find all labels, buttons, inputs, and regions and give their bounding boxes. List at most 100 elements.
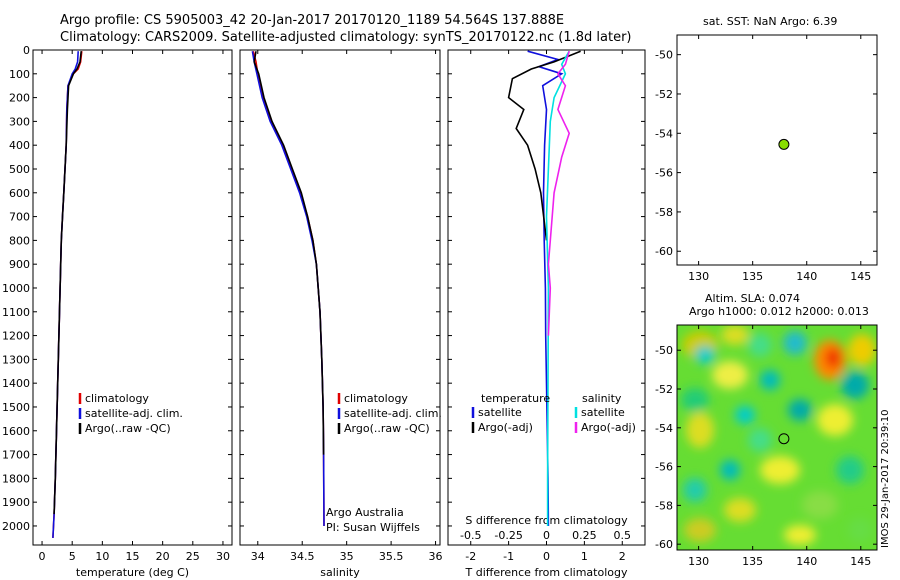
figure-title-line1: Argo profile: CS 5905003_42 20-Jan-2017 … <box>60 13 565 28</box>
y-tick-label: 1100 <box>2 306 30 319</box>
y-tick-label: -50 <box>655 344 673 357</box>
x-tick-label: 20 <box>156 550 170 563</box>
secondary-tick-label: -0.25 <box>494 529 522 542</box>
panel-frame-2 <box>239 49 441 546</box>
x-tick-label: 145 <box>850 555 871 568</box>
x-tick-label: 130 <box>688 555 709 568</box>
x-tick-label: 135 <box>742 270 763 283</box>
series-line-salinity-satellite <box>545 50 570 526</box>
sst-map-title: sat. SST: NaN Argo: 6.39 <box>703 15 838 28</box>
y-tick-label: -60 <box>655 538 673 551</box>
y-tick-label: 300 <box>9 115 30 128</box>
x-tick-label: 0 <box>39 550 46 563</box>
secondary-tick-label: -0.5 <box>460 529 481 542</box>
series-line-salinity-argo-adj- <box>547 50 571 336</box>
x-tick-label: -2 <box>465 550 476 563</box>
secondary-tick-label: 0.5 <box>614 529 632 542</box>
y-tick-label: 1900 <box>2 496 30 509</box>
panel-2-series <box>251 51 325 527</box>
x-tick-label: 135 <box>742 555 763 568</box>
sla-map-title-2: Argo h1000: 0.012 h2000: 0.013 <box>689 305 869 318</box>
panel-frame-4 <box>676 34 878 266</box>
x-tick-label: 130 <box>688 270 709 283</box>
pi-name: PI: Susan Wijffels <box>326 521 420 534</box>
x-tick-label: 15 <box>126 550 140 563</box>
series-line-satellite-adj-clim- <box>251 51 325 527</box>
x-tick-label: 5 <box>69 550 76 563</box>
series-line-argo-raw-qc- <box>53 51 82 515</box>
figure-title-line2: Climatology: CARS2009. Satellite-adjuste… <box>60 30 632 45</box>
legend-heading-temperature: temperature <box>481 392 550 405</box>
x-tick-label: 30 <box>216 550 230 563</box>
y-tick-label: -56 <box>655 167 673 180</box>
x-tick-label: 35.5 <box>379 550 404 563</box>
legend-label: Argo(-adj) <box>581 421 636 434</box>
legend-label: climatology <box>344 392 408 405</box>
y-tick-label: -54 <box>655 127 673 140</box>
y-tick-label: 1500 <box>2 401 30 414</box>
x-tick-label: 35 <box>340 550 354 563</box>
y-tick-label: 1300 <box>2 353 30 366</box>
pi-institution: Argo Australia <box>326 506 404 519</box>
panel-frame-5 <box>676 324 878 551</box>
legend-label: satellite-adj. clim. <box>85 407 183 420</box>
y-tick-label: 900 <box>9 258 30 271</box>
y-tick-label: 700 <box>9 211 30 224</box>
y-tick-label: -58 <box>655 206 673 219</box>
legend-label: Argo(..raw -QC) <box>344 422 430 435</box>
legend-label: satellite-adj. clim. <box>344 407 442 420</box>
series-line-temperature-satellite <box>527 50 564 527</box>
legend-label: satellite <box>581 406 625 419</box>
secondary-axis-label: S difference from climatology <box>465 514 628 527</box>
panel-1-series <box>52 51 83 538</box>
y-tick-label: 1400 <box>2 377 30 390</box>
y-tick-label: -50 <box>655 49 673 62</box>
y-tick-label: 1800 <box>2 472 30 485</box>
y-tick-label: 800 <box>9 234 30 247</box>
y-tick-label: 400 <box>9 139 30 152</box>
argo-location-marker <box>778 433 790 445</box>
x-tick-label: -1 <box>503 550 514 563</box>
secondary-tick-label: 0.25 <box>572 529 597 542</box>
x-tick-label: 25 <box>186 550 200 563</box>
legend-label: Argo(-adj) <box>478 421 533 434</box>
sla-map-title-1: Altim. SLA: 0.074 <box>705 292 801 305</box>
x-tick-label: 2 <box>619 550 626 563</box>
credit-text: IMOS 29-Jan-2017 20:39:10 <box>880 410 891 548</box>
x-tick-label: 140 <box>796 555 817 568</box>
y-tick-label: -56 <box>655 461 673 474</box>
x-axis-label: T difference from climatology <box>465 566 628 579</box>
legend-label: Argo(..raw -QC) <box>85 422 171 435</box>
y-tick-label: -60 <box>655 245 673 258</box>
legends-layer: climatology satellite-adj. clim. Argo(..ra… <box>78 392 636 534</box>
series-line-temperature-argo-adj- <box>507 50 581 241</box>
legend-label: climatology <box>85 392 149 405</box>
data-marks-layer <box>52 50 790 538</box>
x-axis-label: salinity <box>320 566 360 579</box>
x-axis-label: temperature (deg C) <box>76 566 189 579</box>
argo-location-marker <box>778 138 790 150</box>
y-tick-label: 500 <box>9 163 30 176</box>
secondary-tick-label: 0 <box>543 529 550 542</box>
y-tick-label: 600 <box>9 187 30 200</box>
panel-3-series <box>507 50 581 527</box>
x-tick-label: 36 <box>429 550 443 563</box>
series-line-satellite-adj-clim- <box>52 51 79 538</box>
x-tick-label: 10 <box>95 550 109 563</box>
x-tick-label: 34 <box>251 550 265 563</box>
y-tick-label: 1200 <box>2 330 30 343</box>
sla-heatmap <box>677 325 877 550</box>
y-tick-label: 100 <box>9 68 30 81</box>
legend-label: satellite <box>478 406 522 419</box>
y-tick-label: -58 <box>655 499 673 512</box>
x-tick-label: 1 <box>581 550 588 563</box>
y-tick-label: -54 <box>655 422 673 435</box>
y-tick-label: 1000 <box>2 282 30 295</box>
y-tick-label: 200 <box>9 92 30 105</box>
panel-frame-1 <box>32 49 233 546</box>
y-tick-label: -52 <box>655 88 673 101</box>
y-tick-label: -52 <box>655 383 673 396</box>
series-line-climatology <box>252 51 325 527</box>
y-tick-label: 0 <box>23 44 30 57</box>
